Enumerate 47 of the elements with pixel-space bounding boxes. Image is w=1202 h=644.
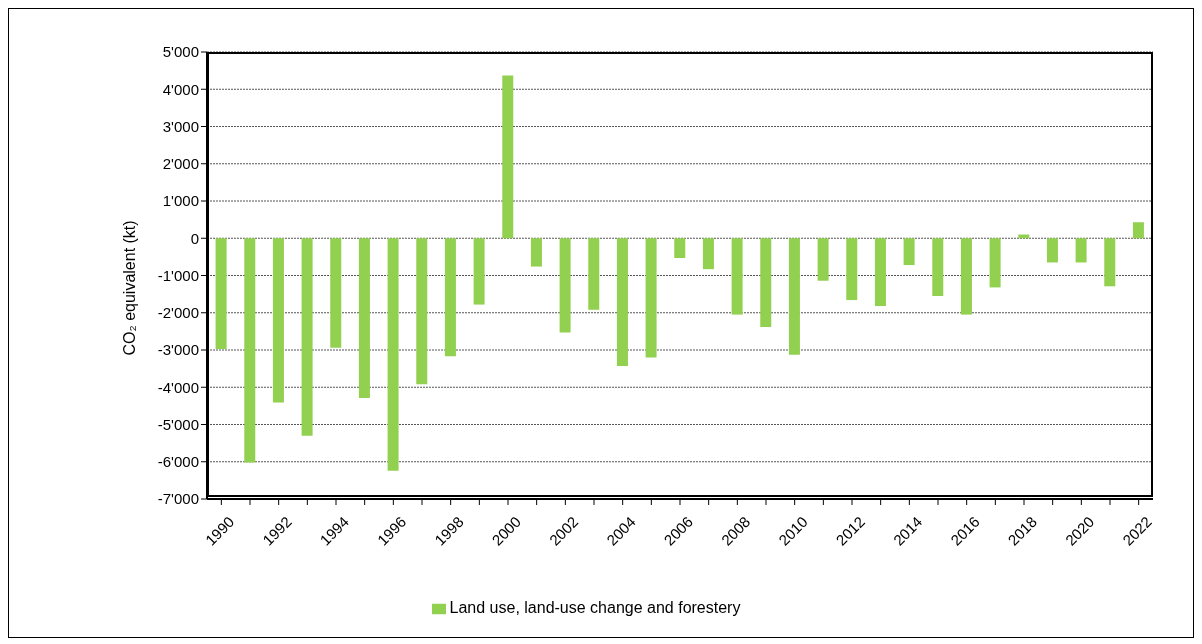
- bar: [416, 238, 428, 385]
- bar: [330, 238, 342, 348]
- y-tick-label: -3'000: [157, 341, 199, 359]
- bar: [989, 238, 1001, 288]
- y-tick-label: 1'000: [162, 192, 199, 210]
- bar: [530, 238, 542, 267]
- legend-label: Land use, land-use change and forestery: [449, 599, 741, 616]
- bar: [731, 238, 743, 315]
- y-tick-label: -4'000: [157, 378, 199, 396]
- bar: [358, 238, 370, 399]
- y-tick-label: -1'000: [157, 266, 199, 284]
- bar: [903, 238, 915, 266]
- y-axis-title: CO₂ equivalent (kt): [120, 220, 138, 356]
- bar: [760, 238, 772, 327]
- bar: [272, 238, 284, 403]
- y-tick-label: -6'000: [157, 453, 199, 471]
- y-tick-label: 0: [190, 229, 199, 247]
- bar: [932, 238, 944, 296]
- bar: [874, 238, 886, 307]
- bar: [702, 238, 714, 270]
- y-tick-label: 4'000: [162, 80, 199, 98]
- bar: [1075, 238, 1087, 263]
- bar: [588, 238, 600, 310]
- y-tick-label: -2'000: [157, 304, 199, 322]
- bar: [788, 238, 800, 355]
- bar: [1132, 222, 1144, 239]
- y-tick-label: -5'000: [157, 415, 199, 433]
- bar: [645, 238, 657, 358]
- bar: [1046, 238, 1058, 263]
- bar: [846, 238, 858, 301]
- bar: [473, 238, 485, 305]
- y-tick-label: 5'000: [162, 43, 199, 61]
- bar: [1104, 238, 1116, 287]
- y-tick-label: -7'000: [157, 490, 199, 508]
- bar: [559, 238, 571, 333]
- bar: [444, 238, 456, 357]
- bar: [616, 238, 628, 367]
- bar: [244, 238, 256, 463]
- bar: [817, 238, 829, 281]
- bar: [215, 238, 227, 349]
- y-tick-label: 3'000: [162, 117, 199, 135]
- bar: [674, 238, 686, 258]
- bar: [960, 238, 972, 315]
- y-tick-label: 2'000: [162, 155, 199, 173]
- bar: [301, 238, 313, 436]
- bar: [387, 238, 399, 471]
- bar: [502, 75, 514, 239]
